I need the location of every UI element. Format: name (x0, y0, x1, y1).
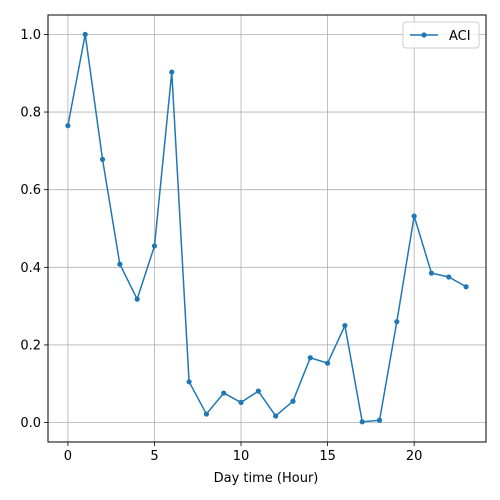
data-point (446, 274, 452, 280)
data-point (238, 399, 244, 406)
data-point (169, 69, 175, 75)
y-tick-label: 0.4 (20, 261, 41, 276)
data-point (359, 419, 365, 425)
data-point (463, 284, 469, 290)
data-point (134, 296, 140, 302)
x-tick-label: 20 (406, 449, 423, 464)
legend-marker-sample (421, 32, 427, 38)
series-line-aci (67, 33, 467, 423)
series-layer (65, 31, 469, 425)
x-tick-label: 10 (233, 449, 250, 464)
data-point (117, 261, 123, 267)
y-tick-label: 1.0 (20, 28, 41, 43)
axis-ticks: 0 5 10 15 20 0.0 0.2 0.4 0.6 0.8 1.0 (20, 28, 422, 464)
y-tick-label: 0.2 (20, 338, 41, 353)
x-axis-label: Day time (Hour) (214, 471, 319, 486)
data-point (99, 156, 106, 163)
data-point (290, 398, 296, 404)
data-point (255, 388, 261, 394)
x-tick-label: 5 (150, 449, 158, 464)
data-point (394, 319, 400, 325)
data-point (65, 123, 71, 129)
x-tick-label: 0 (64, 449, 72, 464)
data-point (342, 322, 348, 329)
data-point (376, 417, 383, 423)
legend: ACI (402, 21, 480, 49)
data-point (428, 270, 435, 276)
plot-area-background (48, 15, 486, 442)
x-tick-label: 15 (319, 449, 336, 464)
y-tick-label: 0.8 (20, 106, 41, 121)
data-point (324, 360, 331, 366)
y-tick-label: 0.0 (20, 416, 41, 431)
legend-label: ACI (449, 29, 471, 44)
data-point (186, 379, 192, 385)
y-tick-label: 0.6 (20, 183, 41, 198)
data-point (82, 31, 88, 38)
data-point (273, 413, 279, 419)
data-point (411, 213, 417, 219)
legend-box (402, 21, 480, 49)
data-point (203, 411, 210, 417)
data-point (221, 390, 227, 396)
data-point (307, 355, 313, 361)
plot-frame (47, 14, 487, 443)
data-point (151, 243, 158, 249)
